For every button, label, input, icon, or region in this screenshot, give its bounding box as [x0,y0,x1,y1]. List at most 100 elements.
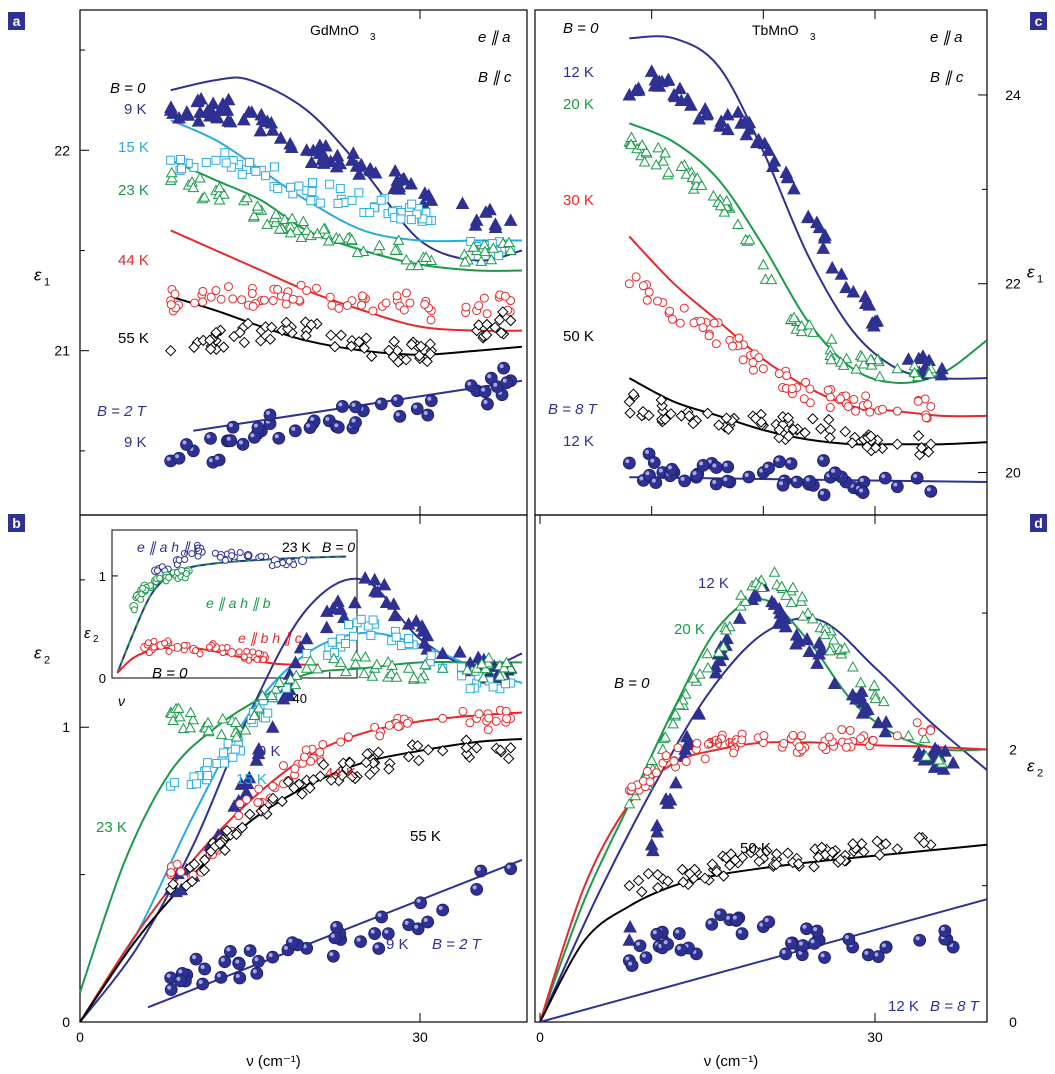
data-point-20-k [873,370,886,382]
data-point-9-k-b-2-t-highlight [506,864,511,869]
data-point-12-k-b-8-t [776,478,790,492]
data-point-23-k [487,242,500,253]
data-point-50-k [858,845,870,858]
series-label-t50: 50 K [740,840,771,857]
data-point-15-k [306,196,316,206]
data-point-30-k [861,391,871,401]
data-point-30-k [845,725,855,735]
data-point-9-k-b-2-t [326,949,340,963]
data-point-20-k [739,595,752,606]
data-point-9-k-b-2-t [172,451,186,465]
data-point-12-k-b-8-t [665,462,679,476]
data-point-44-k [216,294,226,304]
data-point-9-k-b-2-t [436,903,450,917]
data-point-12-k-b-8-t [785,936,798,950]
data-point-44-k [393,721,403,731]
data-point-50-k [855,838,868,850]
data-point-55-k [470,742,483,754]
data-point-inset-e-a-h-c [181,556,189,564]
data-point-50-k [799,427,811,439]
orientation-label: e ∥ a [930,29,963,46]
data-point-44-k [474,709,484,719]
data-point-9-k-b-2-t [504,862,518,876]
data-point-44-k [500,291,510,301]
data-point-15-k [494,251,504,261]
data-point-12-k [720,122,735,136]
data-point-12-k-b-8-t [696,458,710,472]
data-point-50-k [706,858,718,870]
data-point-20-k [795,319,808,331]
data-point-44-k [211,286,221,296]
data-point-9-k-b-2-t [212,453,226,467]
data-point-20-k [818,628,831,640]
data-point-23-k [475,255,488,266]
y-tick-label: 0 [1009,1014,1017,1030]
data-point-inset-e-b-h-c [240,653,248,661]
data-point-12-k-b-8-t-highlight [779,481,784,486]
data-point-9-k-b-2-t-highlight [472,885,477,890]
data-point-30-k [926,401,936,411]
data-point-30-k [748,358,758,368]
data-point-55-k [300,330,312,342]
y-axis-title: ε [34,266,42,285]
data-point-20-k [785,596,798,608]
data-point-9-k-b-2-t [414,896,427,910]
series-label-t15: 15 K [118,139,149,156]
data-point-9-k-b-2-t-highlight [215,456,220,461]
data-point-12-k-b-8-t [810,924,824,938]
data-point-23-k [494,670,506,681]
data-point-inset-e-a-h-c [298,556,308,566]
data-point-23-k [485,253,498,265]
data-point-9-k-b-2-t-highlight [414,924,419,929]
data-point-44-k [342,300,352,310]
data-point-55-k [188,858,201,870]
data-point-44-k [247,289,257,299]
data-point-9-k-b-2-t-highlight [416,898,421,903]
data-point-23-k [412,259,425,271]
data-point-15-k [407,199,417,209]
panel-b-frame [79,514,528,1023]
data-point-12-k [800,632,814,645]
data-point-44-k [198,286,208,296]
data-point-12-k [946,756,961,769]
data-point-12-k-b-8-t-highlight [764,917,769,922]
data-point-9-k-b-2-t-highlight [206,434,211,439]
data-point-12-k [648,72,663,86]
data-point-12-k-b-8-t [800,922,813,936]
data-point-30-k [692,738,702,748]
data-point-55-k [180,880,192,892]
data-point-23-k [239,723,252,735]
data-point-12-k-b-8-t [818,951,831,964]
data-point-12-k [622,933,637,946]
data-point-12-k-b-8-t-highlight [859,477,864,482]
data-point-55-k [411,740,424,752]
data-point-30-k [668,314,678,324]
data-point-20-k [636,139,649,150]
data-point-12-k [834,267,849,280]
data-point-44-k [273,284,283,294]
series-label-t30: 30 K [706,735,737,752]
data-point-9-k-b-2-t-highlight [167,985,172,990]
data-point-inset-e-a-h-b [182,569,190,577]
data-point-12-k-b-8-t-highlight [651,478,656,483]
data-point-9-k [377,577,392,591]
data-point-23-k [504,244,517,255]
data-point-50-k [891,843,904,855]
data-point-23-k [392,234,405,245]
data-point-9-k [304,155,319,169]
data-point-20-k [645,754,658,765]
data-point-20-k [659,147,671,158]
data-point-9-k-b-2-t [236,437,250,451]
data-point-50-k [915,442,928,454]
data-point-12-k [815,642,829,656]
data-point-23-k [359,650,372,662]
data-point-15-k [237,169,247,179]
data-point-44-k [290,764,300,774]
data-point-12-k [922,353,936,367]
data-point-12-k-b-8-t-highlight [675,929,680,934]
data-point-12-k [646,843,660,857]
data-point-15-k [223,739,233,749]
data-point-12-k-b-8-t [649,476,663,490]
data-point-23-k [230,730,243,742]
data-point-12-k [743,122,757,135]
